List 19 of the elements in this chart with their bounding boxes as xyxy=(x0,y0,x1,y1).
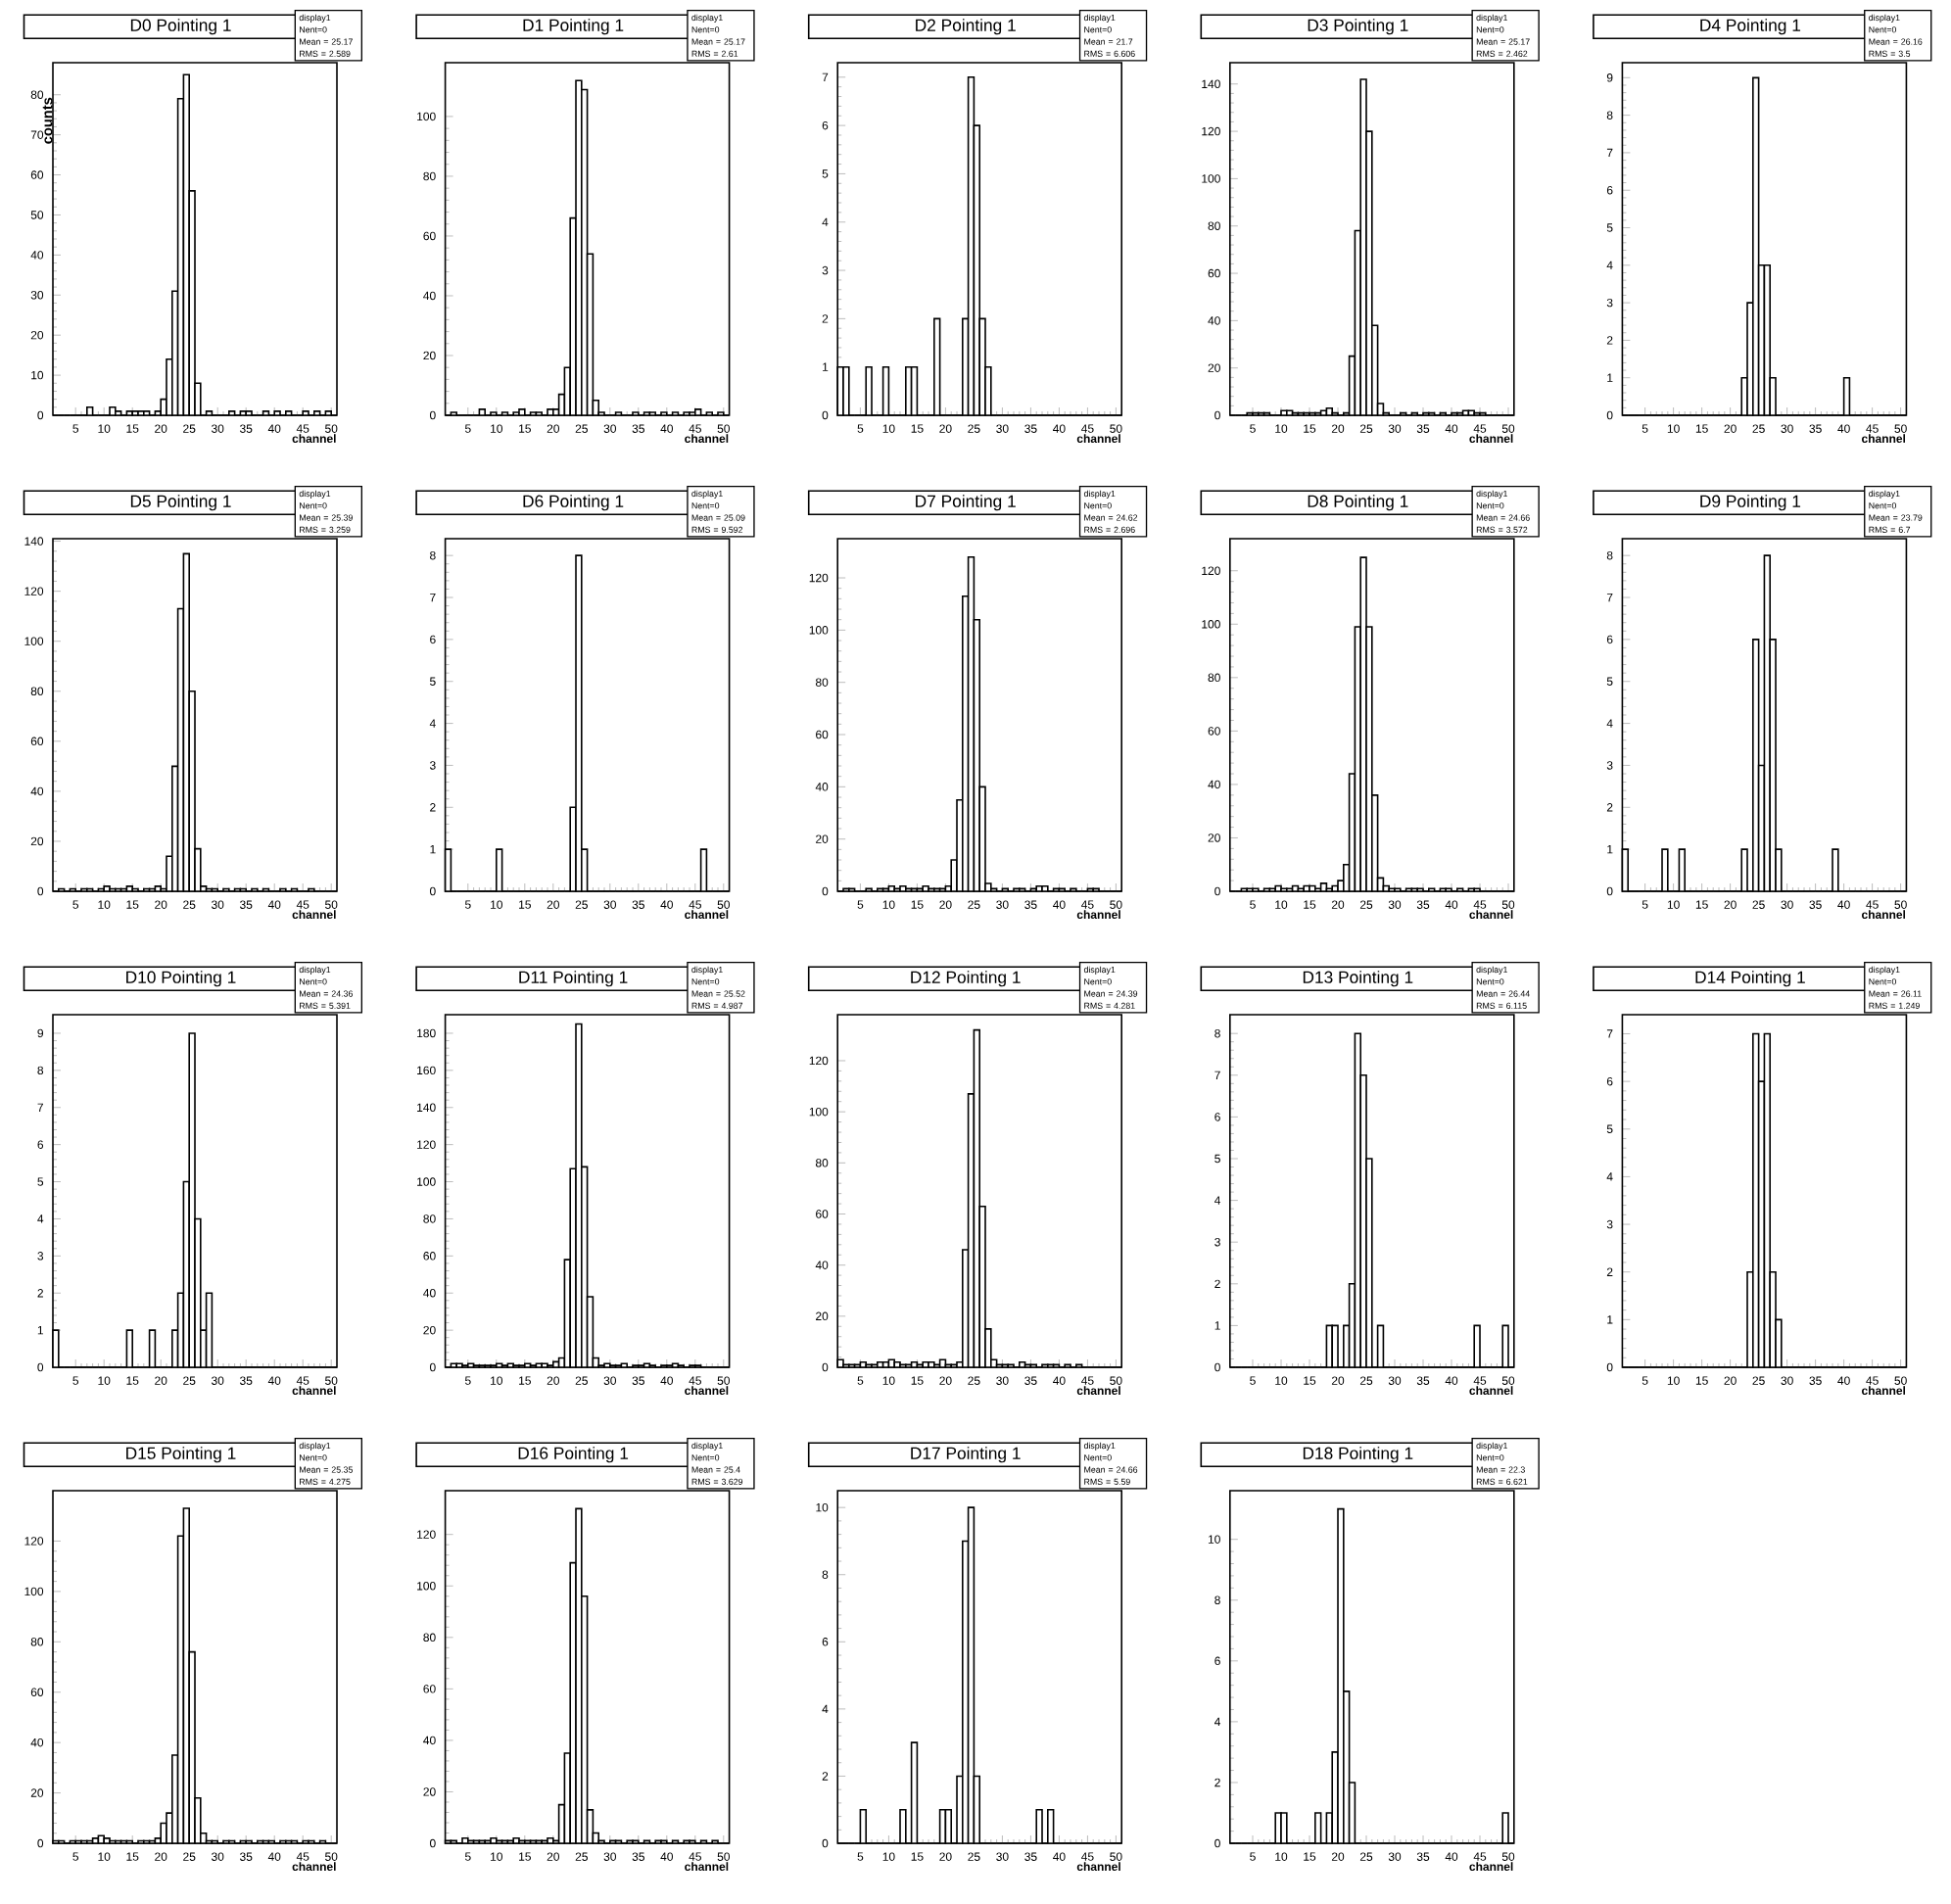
chart-title: D0 Pointing 1 xyxy=(130,19,231,35)
chart-title: D3 Pointing 1 xyxy=(1308,19,1408,35)
chart-title: D1 Pointing 1 xyxy=(523,19,624,35)
chart-title: D9 Pointing 1 xyxy=(1700,495,1801,511)
chart-title: D5 Pointing 1 xyxy=(130,495,231,511)
chart-title: D11 Pointing 1 xyxy=(519,971,628,987)
chart-title: D13 Pointing 1 xyxy=(1303,971,1413,987)
chart-title: D7 Pointing 1 xyxy=(916,495,1016,511)
chart-title: D18 Pointing 1 xyxy=(1303,1447,1413,1463)
chart-title: D8 Pointing 1 xyxy=(1308,495,1408,511)
chart-title: D17 Pointing 1 xyxy=(911,1447,1021,1463)
chart-title: D15 Pointing 1 xyxy=(126,1447,236,1463)
chart-title: D10 Pointing 1 xyxy=(126,971,236,987)
chart-title: D2 Pointing 1 xyxy=(916,19,1016,35)
chart-title: D6 Pointing 1 xyxy=(523,495,624,511)
chart-title: D4 Pointing 1 xyxy=(1700,19,1801,35)
chart-title: D14 Pointing 1 xyxy=(1695,971,1805,987)
chart-title: D12 Pointing 1 xyxy=(911,971,1021,987)
chart-title: D16 Pointing 1 xyxy=(518,1447,629,1463)
